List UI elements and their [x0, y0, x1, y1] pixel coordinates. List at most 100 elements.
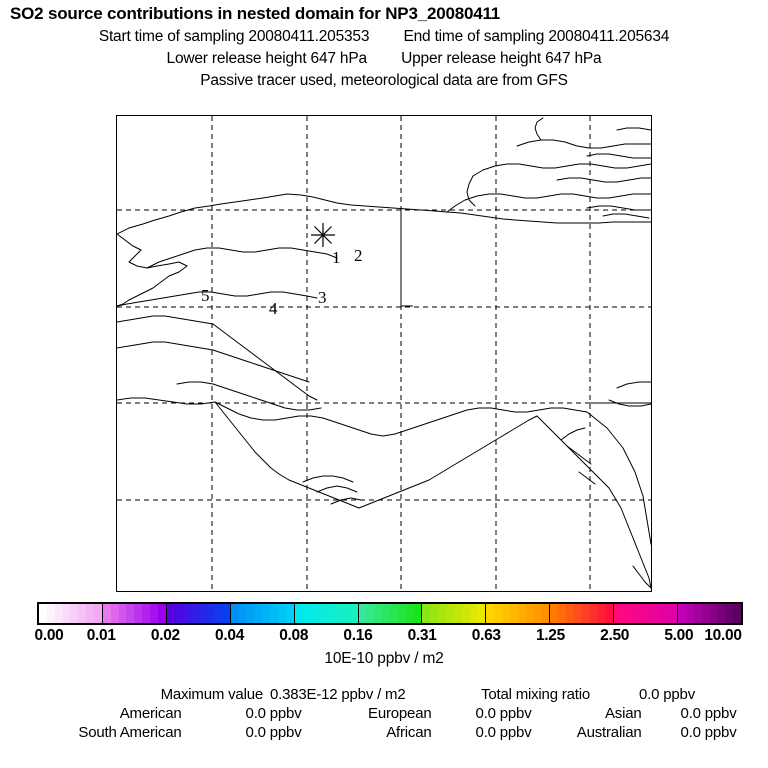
release-height-line: Lower release height 647 hPa Upper relea… — [0, 50, 768, 68]
region-label-european: European — [368, 705, 432, 722]
colorbar-step — [349, 604, 358, 623]
colorbar-step — [142, 604, 151, 623]
receptor-star-marker — [311, 223, 335, 247]
colorbar-step — [382, 604, 390, 623]
colorbar-step — [605, 604, 614, 623]
colorbar-step — [725, 604, 734, 623]
colorbar-step — [558, 604, 566, 623]
colorbar-tick-8: 1.25 — [535, 627, 565, 644]
map-site-label-4: 4 — [269, 299, 278, 318]
colorbar-step — [678, 604, 686, 623]
colorbar-tick-0: 0.00 — [34, 627, 64, 644]
colorbar-step — [430, 604, 439, 623]
colorbar-step — [126, 604, 135, 623]
map-site-label-1: 1 — [332, 248, 341, 267]
colorbar-step — [221, 604, 230, 623]
region-value-european: 0.0 ppbv — [475, 705, 532, 722]
colorbar-step — [213, 604, 222, 623]
sampling-time-line: Start time of sampling 20080411.205353 E… — [0, 28, 768, 46]
max-value: 0.383E-12 ppbv / m2 — [270, 686, 406, 703]
colorbar-step — [70, 604, 79, 623]
colorbar-step — [134, 604, 143, 623]
colorbar[interactable] — [37, 602, 743, 625]
colorbar-step — [190, 604, 199, 623]
colorbar-step — [525, 604, 534, 623]
colorbar-step — [509, 604, 518, 623]
colorbar-step — [198, 604, 207, 623]
start-time-label: Start time of sampling 20080411.205353 — [98, 28, 370, 45]
region-value-african: 0.0 ppbv — [475, 724, 532, 741]
header: SO2 source contributions in nested domai… — [0, 0, 768, 90]
colorbar-step — [246, 604, 255, 623]
coastline-paths — [117, 117, 651, 589]
end-time-label: End time of sampling 20080411.205634 — [403, 28, 670, 45]
colorbar-tick-1: 0.01 — [86, 627, 116, 644]
colorbar-step — [294, 604, 303, 623]
region-value-asian: 0.0 ppbv — [680, 705, 737, 722]
colorbar-unit-label: 10E-10 ppbv / m2 — [324, 650, 444, 667]
colorbar-step — [573, 604, 582, 623]
colorbar-segment-9 — [614, 604, 679, 623]
colorbar-segment-2 — [166, 604, 231, 623]
region-value-american: 0.0 ppbv — [245, 705, 302, 722]
colorbar-step — [318, 604, 327, 623]
colorbar-step — [422, 604, 431, 623]
colorbar-step — [374, 604, 383, 623]
colorbar-segment-6 — [422, 604, 487, 623]
colorbar-step — [341, 604, 350, 623]
colorbar-step — [94, 604, 102, 623]
colorbar-step — [302, 604, 311, 623]
colorbar-step — [285, 604, 294, 623]
colorbar-step — [405, 604, 414, 623]
colorbar-step — [581, 604, 590, 623]
colorbar-step — [541, 604, 550, 623]
colorbar-step — [174, 604, 183, 623]
colorbar-step — [533, 604, 542, 623]
colorbar-step — [182, 604, 191, 623]
region-label-african: African — [386, 724, 432, 741]
colorbar-tick-labels: 0.00 0.01 0.02 0.04 0.08 0.16 0.31 0.63 1.25 2.50… — [0, 627, 768, 647]
colorbar-step — [614, 604, 623, 623]
colorbar-tick-4: 0.08 — [279, 627, 309, 644]
colorbar-step — [438, 604, 447, 623]
colorbar-segment-1 — [102, 604, 167, 623]
colorbar-segment-4 — [294, 604, 359, 623]
colorbar-segment-3 — [230, 604, 295, 623]
colorbar-step — [589, 604, 598, 623]
colorbar-step — [477, 604, 486, 623]
colorbar-step — [709, 604, 718, 623]
colorbar-step — [254, 604, 263, 623]
colorbar-step — [326, 604, 334, 623]
colorbar-tick-7: 0.63 — [471, 627, 501, 644]
colorbar-tick-10: 5.00 — [664, 627, 694, 644]
colorbar-step — [685, 604, 694, 623]
colorbar-step — [230, 604, 239, 623]
colorbar-segment-0 — [39, 604, 103, 623]
colorbar-step — [333, 604, 342, 623]
colorbar-step — [54, 604, 63, 623]
colorbar-step — [494, 604, 503, 623]
colorbar-step — [645, 604, 654, 623]
border-line — [400, 209, 651, 404]
region-label-south-american: South American — [78, 724, 182, 741]
colorbar-step — [597, 604, 606, 623]
region-label-american: American — [119, 705, 182, 722]
colorbar-step — [453, 604, 462, 623]
max-value-label: Maximum value — [160, 686, 264, 703]
colorbar-tick-9: 2.50 — [600, 627, 630, 644]
colorbar-step — [637, 604, 646, 623]
footer-row-max: Maximum value 0.383E-12 ppbv / m2 Total … — [0, 686, 768, 703]
map-site-label-5: 5 — [201, 286, 210, 305]
colorbar-step — [39, 604, 47, 623]
colorbar-tick-3: 0.04 — [215, 627, 245, 644]
colorbar-step — [62, 604, 71, 623]
colorbar-step — [446, 604, 454, 623]
page-title: SO2 source contributions in nested domai… — [10, 4, 501, 23]
map-plot-area[interactable]: 1 2 3 4 5 — [116, 115, 652, 592]
upper-release-height-label: Upper release height 647 hPa — [401, 50, 602, 67]
region-label-asian: Asian — [604, 705, 642, 722]
colorbar-step — [629, 604, 638, 623]
region-value-australian: 0.0 ppbv — [680, 724, 737, 741]
colorbar-step — [206, 604, 214, 623]
colorbar-step — [661, 604, 670, 623]
